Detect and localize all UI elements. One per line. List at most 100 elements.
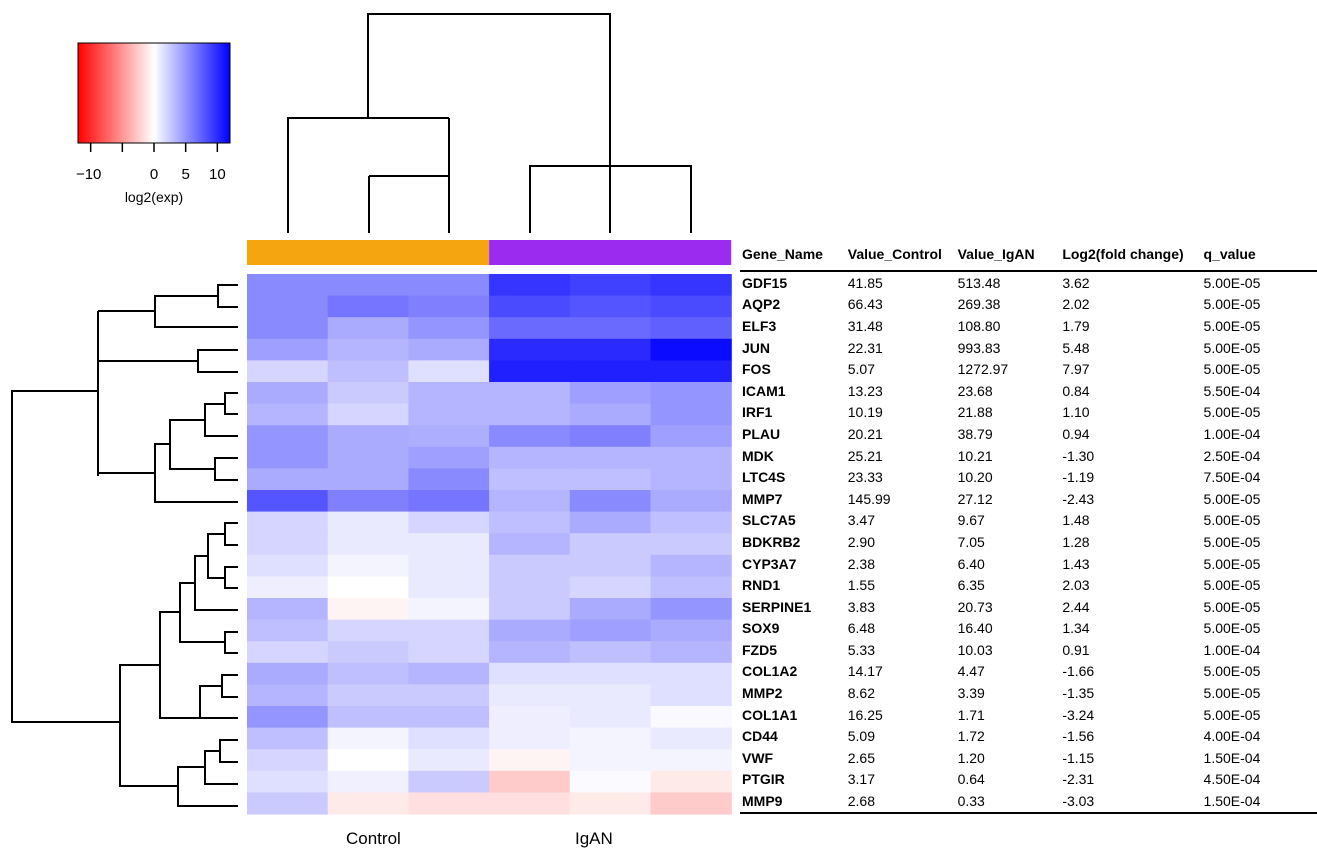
table-cell: 3.83 [847,598,875,615]
heatmap-cell [247,554,329,577]
heatmap-cell [489,295,571,318]
table-cell: 0.84 [1062,382,1090,399]
heatmap-cell [408,338,490,361]
table-cell: 2.90 [847,533,875,550]
heatmap-cell [650,576,732,599]
heatmap-cell [650,338,732,361]
heatmap-cell [247,684,329,707]
heatmap-cell [650,533,732,556]
x-label-igan: IgAN [575,829,613,848]
table-cell: 3.47 [847,512,875,529]
table-row: SLC7A5 3.47 9.67 1.48 5.00E-05 [740,510,1317,532]
heatmap-cell [327,533,409,556]
heatmap-cell [569,403,652,426]
table-row: CD44 5.09 1.72 -1.56 4.00E-04 [740,725,1317,747]
heatmap-cell [489,619,571,642]
heatmap-cell [489,360,571,383]
heatmap-cell [327,706,409,729]
heatmap-cell [408,554,490,577]
table-cell: 1.10 [1062,404,1090,421]
heatmap-cell [489,425,571,448]
heatmap-cell [489,706,571,729]
heatmap-cell [569,662,652,685]
group-color-bar [247,240,732,265]
color-key-label: log2(exp) [125,189,183,205]
heatmap-cell [489,770,571,793]
heatmap-cell [569,684,652,707]
heatmap-cell [327,403,409,426]
table-cell: 21.88 [957,404,993,421]
table-cell: 1.50E-04 [1203,793,1261,810]
table-row: MMP2 8.62 3.39 -1.35 5.00E-05 [740,682,1317,704]
row-dendrogram [11,284,238,807]
heatmap-cell [327,792,409,815]
gene-name-cell: IRF1 [742,404,773,421]
table-row: CYP3A7 2.38 6.40 1.43 5.00E-05 [740,553,1317,575]
heatmap-cell [408,295,490,318]
table-cell: 2.03 [1062,577,1090,594]
table-cell: -3.24 [1062,706,1095,723]
table-cell: 2.50E-04 [1203,447,1261,464]
heatmap-cell [247,641,329,664]
heatmap-cell [408,619,490,642]
table-cell: 10.20 [957,469,993,486]
table-cell: 5.00E-05 [1203,404,1261,421]
table-cell: 5.00E-05 [1203,533,1261,550]
table-cell: 3.39 [957,685,985,702]
table-row: BDKRB2 2.90 7.05 1.28 5.00E-05 [740,531,1317,553]
table-cell: 3.17 [847,771,875,788]
color-key-ticks: −10 0 5 10 [76,143,226,183]
gene-name-cell: FZD5 [742,641,777,658]
heatmap-cell [408,490,490,513]
table-cell: 7.50E-04 [1203,469,1261,486]
heatmap-cell [489,317,571,340]
table-cell: 7.97 [1062,361,1090,378]
heatmap-cell [569,274,652,297]
heatmap-cell [489,403,571,426]
stats-table: Gene_Name Value_Control Value_IgAN Log2(… [740,238,1317,814]
heatmap-cell [489,274,571,297]
heatmap-cell [408,576,490,599]
heatmap-cell [650,792,732,815]
heatmap-cell [569,360,652,383]
table-cell: 10.19 [847,404,883,421]
table-cell: 2.44 [1062,598,1090,615]
table-cell: 1.79 [1062,317,1090,334]
heatmap-cell [569,727,652,750]
heatmap-cell [408,684,490,707]
heatmap-cell [327,317,409,340]
gene-name-cell: MMP2 [742,685,783,702]
heatmap-cell [489,641,571,664]
gene-name-cell: BDKRB2 [742,533,801,550]
heatmap-cell [569,619,652,642]
heatmap-cell [408,706,490,729]
heatmap-cell [247,403,329,426]
heatmap-cell [569,468,652,491]
table-cell: 5.00E-05 [1203,555,1261,572]
heatmap-cell [650,382,732,405]
gene-name-cell: SOX9 [742,620,780,637]
table-cell: 5.00E-05 [1203,598,1261,615]
heatmap-cell [569,533,652,556]
table-cell: 2.65 [847,749,875,766]
heatmap-cell [327,598,409,621]
table-cell: 6.48 [847,620,875,637]
heatmap-cell [327,662,409,685]
heatmap-cell [650,554,732,577]
gene-name-cell: FOS [742,361,771,378]
heatmap-cell [327,338,409,361]
table-cell: 6.35 [957,577,985,594]
heatmap-cell [247,468,329,491]
heatmap-cell [569,382,652,405]
heatmap-cell [569,338,652,361]
table-cell: 5.00E-05 [1203,663,1261,680]
heatmap-cell [650,684,732,707]
heatmap-cell [247,662,329,685]
table-row: MMP9 2.68 0.33 -3.03 1.50E-04 [740,790,1317,813]
heatmap-cell [247,727,329,750]
col-header: Value_IgAN [957,246,1035,262]
table-cell: 145.99 [847,490,891,507]
table-cell: 5.00E-05 [1203,620,1261,637]
table-cell: 2.02 [1062,296,1090,313]
heatmap-cell [489,490,571,513]
